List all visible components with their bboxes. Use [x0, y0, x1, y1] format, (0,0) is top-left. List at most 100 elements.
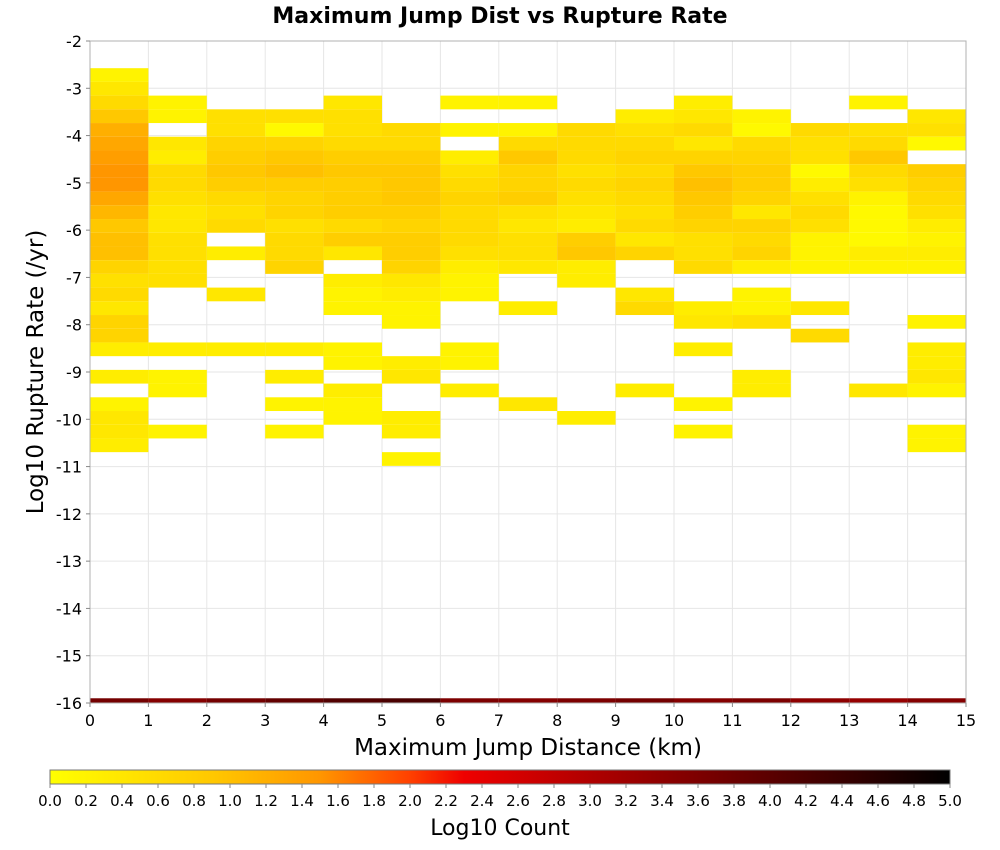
heatmap-cell — [907, 136, 966, 151]
heatmap-cell — [790, 123, 850, 137]
x-tick-label: 11 — [722, 711, 742, 730]
heatmap-cell — [907, 164, 966, 178]
colorbar-tick-label: 4.8 — [902, 792, 926, 810]
heatmap-cell — [382, 205, 441, 220]
heatmap-cell — [498, 698, 558, 703]
heatmap-cell — [148, 219, 207, 233]
heatmap-cell — [440, 273, 499, 288]
heatmap-cell — [265, 177, 324, 192]
heatmap-cell — [382, 369, 441, 384]
heatmap-cell — [90, 164, 149, 178]
heatmap-cell — [732, 301, 791, 316]
heatmap-cell — [498, 205, 558, 220]
heatmap-cell — [206, 342, 266, 357]
heatmap-cell — [265, 136, 324, 151]
y-tick-label: -11 — [56, 458, 82, 477]
heatmap-cell — [440, 123, 499, 137]
colorbar-tick-label: 1.8 — [362, 792, 386, 810]
heatmap-cell — [382, 219, 441, 233]
heatmap-cell — [849, 164, 908, 178]
y-tick-label: -3 — [66, 79, 82, 98]
heatmap-cell — [849, 177, 908, 192]
heatmap-cell — [265, 397, 324, 412]
heatmap-cell — [907, 383, 966, 398]
heatmap-cell — [557, 219, 616, 233]
heatmap-cell — [323, 232, 382, 247]
heatmap-cell — [206, 164, 266, 178]
heatmap-cell — [674, 109, 733, 124]
heatmap-cell — [790, 260, 850, 274]
heatmap-cell — [148, 109, 207, 124]
heatmap-cell — [557, 232, 616, 247]
heatmap-cell — [323, 150, 382, 165]
heatmap-cell — [323, 177, 382, 192]
heatmap-cell — [498, 260, 558, 274]
heatmap-cell — [498, 123, 558, 137]
heatmap-cell — [732, 177, 791, 192]
x-tick-label: 12 — [781, 711, 801, 730]
heatmap-cell — [323, 219, 382, 233]
y-tick-label: -6 — [66, 221, 82, 240]
heatmap-cell — [440, 260, 499, 274]
heatmap-cell — [265, 342, 324, 357]
heatmap-cell — [90, 260, 149, 274]
heatmap-cell — [615, 205, 674, 220]
heatmap-cell — [323, 273, 382, 288]
heatmap-cell — [382, 356, 441, 370]
x-tick-label: 15 — [956, 711, 976, 730]
heatmap-cell — [907, 191, 966, 206]
heatmap-cell — [382, 273, 441, 288]
heatmap-cell — [907, 315, 966, 329]
heatmap-cell — [790, 205, 850, 220]
heatmap-cell — [732, 246, 791, 261]
heatmap-cell — [382, 123, 441, 137]
heatmap-cell — [674, 205, 733, 220]
heatmap-cell — [732, 383, 791, 398]
heatmap-cell — [732, 150, 791, 165]
x-tick-label: 10 — [664, 711, 684, 730]
heatmap-cell — [206, 698, 266, 703]
heatmap-cell — [90, 315, 149, 329]
heatmap-cell — [90, 411, 149, 425]
colorbar-tick-label: 4.2 — [794, 792, 818, 810]
colorbar-tick-label: 0.6 — [146, 792, 170, 810]
heatmap-cell — [148, 136, 207, 151]
heatmap-cell — [382, 232, 441, 247]
heatmap-cell — [90, 301, 149, 316]
heatmap-cell — [732, 315, 791, 329]
heatmap-cell — [90, 397, 149, 412]
heatmap-cell — [849, 95, 908, 110]
heatmap-cell — [615, 191, 674, 206]
heatmap-cell — [674, 95, 733, 110]
heatmap-cell — [90, 136, 149, 151]
heatmap-cell — [907, 246, 966, 261]
heatmap-cell — [674, 191, 733, 206]
heatmap-cell — [498, 95, 558, 110]
colorbar-tick-label: 4.0 — [758, 792, 782, 810]
colorbar-tick-label: 4.4 — [830, 792, 854, 810]
colorbar-tick-label: 2.8 — [542, 792, 566, 810]
heatmap-cell — [440, 191, 499, 206]
heatmap-cell — [615, 164, 674, 178]
heatmap-cell — [615, 287, 674, 302]
heatmap-cell — [382, 424, 441, 439]
heatmap-cell — [323, 383, 382, 398]
heatmap-cell — [849, 191, 908, 206]
heatmap-cell — [440, 205, 499, 220]
heatmap-cell — [440, 342, 499, 357]
heatmap-cell — [790, 136, 850, 151]
colorbar-tick-label: 2.6 — [506, 792, 530, 810]
heatmap-cell — [615, 246, 674, 261]
y-tick-label: -16 — [56, 694, 82, 713]
heatmap-cell — [265, 424, 324, 439]
heatmap-cell — [674, 136, 733, 151]
heatmap-cell — [732, 698, 791, 703]
heatmap-cell — [849, 150, 908, 165]
heatmap-cell — [382, 315, 441, 329]
heatmap-cell — [440, 356, 499, 370]
heatmap-cell — [790, 219, 850, 233]
heatmap-cell — [206, 136, 266, 151]
x-tick-label: 4 — [319, 711, 329, 730]
heatmap-cell — [90, 246, 149, 261]
